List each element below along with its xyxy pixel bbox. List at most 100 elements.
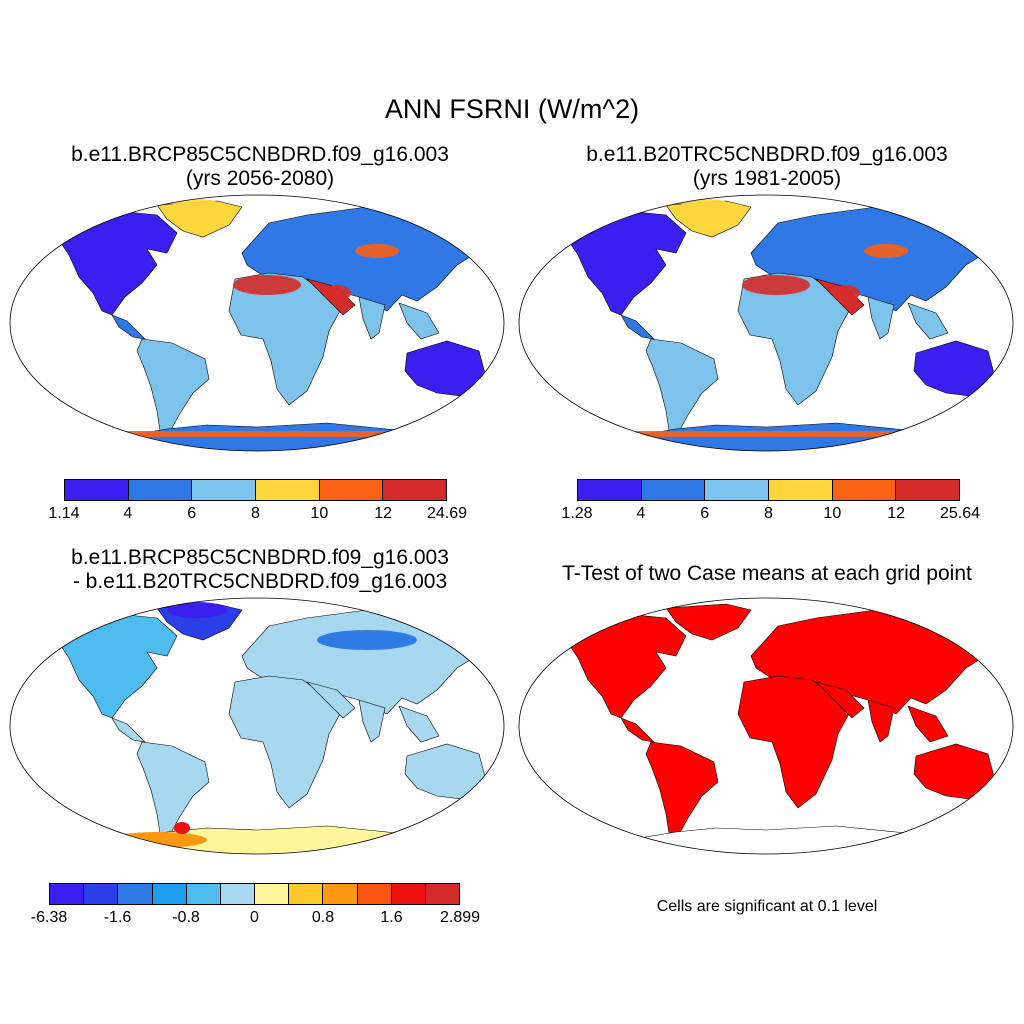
colorbar-panel-1 [64, 479, 447, 501]
land-greenland [665, 603, 752, 641]
colorbar-swatch [391, 884, 426, 904]
colorbar-swatch [84, 884, 119, 904]
panel-3-minus-case-name: - b.e11.B20TRC5CNBDRD.f09_g16.003 [72, 570, 448, 593]
land-australia [913, 743, 997, 801]
colorbar-swatch [152, 884, 187, 904]
land-india [358, 699, 386, 743]
land-seAsia [907, 705, 949, 743]
field-anomaly-patch [107, 832, 207, 848]
land-australia [913, 340, 997, 398]
land-southAmerica [136, 741, 210, 841]
colorbar-tick-label: 0.8 [311, 909, 335, 926]
colorbar-tick-label: 0 [250, 909, 259, 926]
panel-2-years: (yrs 1981-2005) [692, 167, 842, 190]
significance-note: Cells are significant at 0.1 level [656, 898, 878, 915]
colorbar-swatch [425, 884, 460, 904]
field-anomaly-patch [636, 431, 956, 437]
panel-4-title: T-Test of two Case means at each grid po… [562, 562, 972, 585]
colorbar-swatch [578, 480, 642, 500]
land-northAmerica [565, 613, 687, 719]
colorbar-swatch [118, 884, 153, 904]
field-anomaly-patch [233, 275, 301, 295]
panel-2-title: b.e11.B20TRC5CNBDRD.f09_g16.003 (yrs 198… [517, 143, 1017, 191]
map-panel-3 [9, 597, 505, 855]
land-seAsia [398, 302, 440, 340]
colorbar-swatch [65, 480, 129, 500]
colorbar-swatch [896, 480, 960, 500]
map-border [9, 194, 505, 452]
colorbar-panel-3 [49, 883, 460, 905]
colorbar-tick-label: -1.6 [103, 909, 132, 926]
land-southAmerica [645, 338, 719, 438]
colorbar-tick-label: 1.28 [561, 505, 593, 522]
colorbar-swatch [769, 480, 833, 500]
field-anomaly-patch [167, 602, 227, 618]
land-australia [404, 340, 488, 398]
colorbar-tick-label: 12 [374, 505, 393, 522]
field-anomaly-patch [317, 630, 417, 650]
field-anomaly-patch [173, 199, 221, 211]
colorbar-tick-label: 24.69 [426, 505, 468, 522]
land-southAmerica [136, 338, 210, 438]
colorbar-tick-label: 8 [764, 505, 773, 522]
colorbar-tick-label: 10 [823, 505, 842, 522]
land-centralAmerica [620, 314, 655, 340]
colorbar-tick-label: 2.899 [439, 909, 481, 926]
colorbar-swatch [50, 884, 85, 904]
map-panel-1 [9, 194, 505, 452]
panel-1-years: (yrs 2056-2080) [185, 167, 335, 190]
land-seAsia [398, 705, 440, 743]
colorbar-tick-label: 1.14 [48, 505, 80, 522]
land-arabia [305, 681, 356, 719]
field-anomaly-patch [682, 199, 730, 211]
land-centralAmerica [111, 717, 146, 743]
colorbar-swatch [357, 884, 392, 904]
field-anomaly-patch [832, 285, 860, 301]
colorbar-tick-label: 6 [700, 505, 710, 522]
field-anomaly-patch [742, 275, 810, 295]
colorbar-swatch [186, 884, 221, 904]
map-border [9, 597, 505, 855]
colorbar-swatch [289, 884, 324, 904]
field-anomaly-patch [127, 431, 447, 437]
land-centralAmerica [620, 717, 655, 743]
map-border [518, 597, 1014, 855]
land-southAmerica [645, 741, 719, 841]
land-northAmerica [565, 210, 687, 316]
colorbar-panel-2 [577, 479, 960, 501]
field-anomaly-patch [355, 244, 399, 258]
colorbar-tick-label: -6.38 [30, 909, 68, 926]
land-centralAmerica [111, 314, 146, 340]
panel-3-case-name: b.e11.BRCP85C5CNBDRD.f09_g16.003 [71, 546, 449, 569]
colorbar-tick-label: -0.8 [172, 909, 200, 926]
colorbar-tick-label: 1.6 [380, 909, 403, 926]
map-panel-2 [518, 194, 1014, 452]
colorbar-tick-label: 4 [636, 505, 646, 522]
colorbar-swatch [192, 480, 257, 500]
colorbar-tick-label: 10 [310, 505, 329, 522]
field-anomaly-patch [323, 285, 351, 301]
land-india [867, 296, 895, 340]
panel-1-title: b.e11.BRCP85C5CNBDRD.f09_g16.003 (yrs 20… [10, 143, 510, 191]
panel-1-case-name: b.e11.BRCP85C5CNBDRD.f09_g16.003 [71, 143, 449, 166]
colorbar-swatch [705, 480, 770, 500]
land-greenland [665, 200, 752, 238]
land-northAmerica [56, 613, 178, 719]
panel-2-case-name: b.e11.B20TRC5CNBDRD.f09_g16.003 [586, 143, 948, 166]
colorbar-tick-label: 12 [887, 505, 906, 522]
land-australia [404, 743, 488, 801]
land-india [358, 296, 386, 340]
land-arabia [814, 681, 865, 719]
colorbar-swatch [832, 480, 897, 500]
field-anomaly-patch [864, 244, 908, 258]
colorbar-swatch [255, 884, 290, 904]
land-india [867, 699, 895, 743]
colorbar-swatch [220, 884, 256, 904]
panel-3-title: b.e11.BRCP85C5CNBDRD.f09_g16.003 - b.e11… [10, 546, 510, 594]
map-panel-4 [518, 597, 1014, 855]
colorbar-tick-label: 25.64 [939, 505, 981, 522]
land-northAmerica [56, 210, 178, 316]
figure-title: ANN FSRNI (W/m^2) [384, 94, 640, 124]
colorbar-swatch [256, 480, 320, 500]
colorbar-swatch [128, 480, 193, 500]
